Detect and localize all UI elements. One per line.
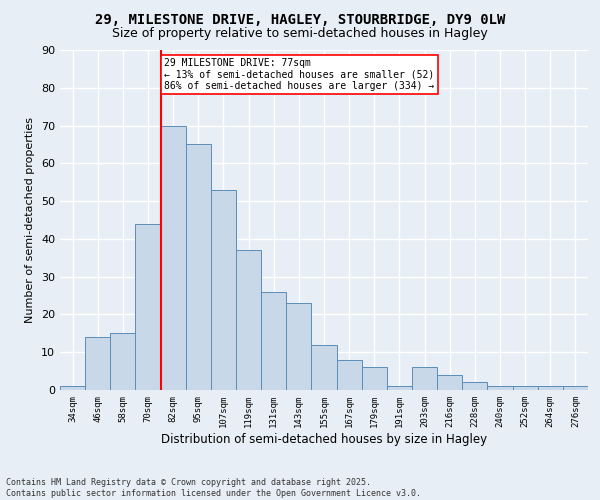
Text: Contains HM Land Registry data © Crown copyright and database right 2025.
Contai: Contains HM Land Registry data © Crown c… <box>6 478 421 498</box>
Bar <box>462 382 487 390</box>
Bar <box>437 375 462 390</box>
Bar <box>487 386 512 390</box>
Bar <box>110 334 136 390</box>
Bar <box>286 303 311 390</box>
X-axis label: Distribution of semi-detached houses by size in Hagley: Distribution of semi-detached houses by … <box>161 432 487 446</box>
Bar <box>311 344 337 390</box>
Bar <box>186 144 211 390</box>
Bar <box>85 337 110 390</box>
Bar <box>211 190 236 390</box>
Bar <box>136 224 161 390</box>
Bar <box>538 386 563 390</box>
Bar <box>387 386 412 390</box>
Text: 29, MILESTONE DRIVE, HAGLEY, STOURBRIDGE, DY9 0LW: 29, MILESTONE DRIVE, HAGLEY, STOURBRIDGE… <box>95 12 505 26</box>
Bar <box>512 386 538 390</box>
Bar <box>261 292 286 390</box>
Bar <box>60 386 85 390</box>
Bar <box>412 368 437 390</box>
Text: Size of property relative to semi-detached houses in Hagley: Size of property relative to semi-detach… <box>112 28 488 40</box>
Y-axis label: Number of semi-detached properties: Number of semi-detached properties <box>25 117 35 323</box>
Bar <box>337 360 362 390</box>
Bar <box>161 126 186 390</box>
Text: 29 MILESTONE DRIVE: 77sqm
← 13% of semi-detached houses are smaller (52)
86% of : 29 MILESTONE DRIVE: 77sqm ← 13% of semi-… <box>164 58 434 91</box>
Bar <box>563 386 588 390</box>
Bar <box>236 250 261 390</box>
Bar <box>362 368 387 390</box>
